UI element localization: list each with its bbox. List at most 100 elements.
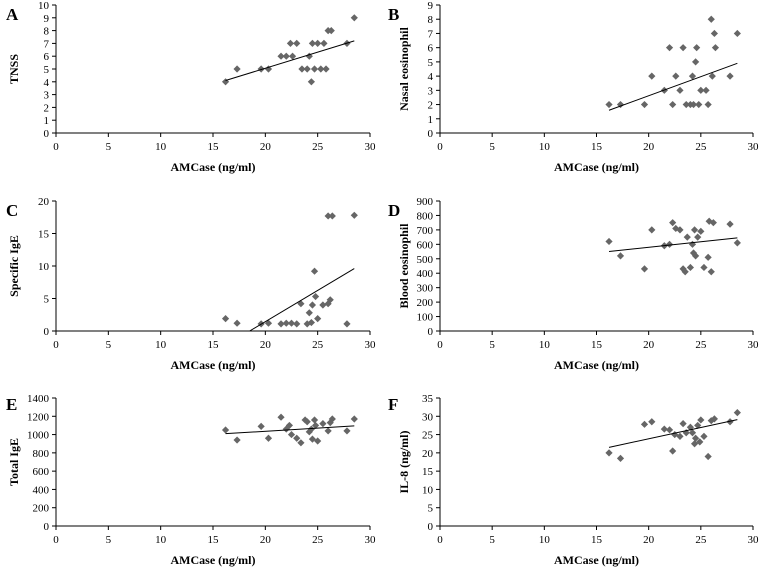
data-point [672,72,680,80]
data-point [707,268,715,276]
y-tick-label: 15 [422,466,434,478]
y-tick-label: 200 [417,297,434,309]
y-tick-label: 15 [38,229,50,241]
data-point [307,425,315,433]
data-point [298,65,306,73]
data-point [679,420,687,428]
data-point [679,265,687,273]
y-tick-label: 6 [428,43,434,55]
data-point [688,429,697,437]
data-point [277,413,285,421]
data-point [693,44,701,52]
data-point [679,44,687,52]
x-axis-title: AMCase (ng/ml) [171,553,256,567]
x-tick-label: 20 [260,141,272,153]
y-tick-label: 3 [44,90,50,102]
data-point [726,220,734,228]
y-tick-label: 4 [428,71,434,83]
data-point [324,212,332,220]
x-tick-label: 25 [312,534,324,546]
data-point [676,86,684,94]
y-axis-title: TNSS [7,54,21,84]
data-point [310,416,319,424]
x-tick-label: 5 [489,534,495,546]
data-point [301,416,309,424]
data-point [605,100,613,109]
x-tick-label: 30 [748,141,760,153]
trend-line [608,419,738,448]
data-point [285,421,294,430]
data-point [328,212,336,220]
data-point [303,320,311,328]
data-point [307,78,315,86]
data-point [665,44,674,52]
x-tick-label: 25 [695,141,707,153]
data-point [311,292,320,301]
x-tick-label: 20 [643,339,655,351]
data-point [682,429,690,437]
trend-line [249,268,355,332]
x-tick-label: 10 [155,141,167,153]
data-point [303,65,311,73]
data-point [343,320,351,328]
data-point [689,100,698,109]
data-point [694,233,702,241]
data-point [726,418,734,426]
data-point [683,233,691,241]
y-tick-label: 9 [428,0,434,12]
y-tick-label: 600 [33,466,50,478]
data-point [277,320,285,328]
data-point [303,418,311,426]
panel-letter: F [388,395,398,414]
data-point [710,29,718,38]
x-tick-label: 20 [643,141,655,153]
data-point [616,454,625,462]
data-point [282,319,290,327]
y-tick-label: 9 [44,13,50,25]
x-axis-title: AMCase (ng/ml) [554,160,639,174]
data-point [640,420,649,428]
data-point [690,226,699,234]
data-point [350,415,358,423]
y-tick-label: 7 [44,38,50,50]
data-point [328,415,336,423]
data-point [676,432,684,440]
y-tick-label: 8 [428,14,434,26]
data-point [665,426,674,434]
data-point [648,418,656,426]
y-axis-title: Specific IgE [7,235,21,297]
x-tick-label: 25 [312,339,324,351]
x-tick-label: 10 [155,339,167,351]
y-tick-label: 20 [422,448,434,460]
data-point [697,227,705,235]
data-point [308,435,317,443]
y-tick-label: 700 [417,225,434,237]
data-point [681,268,689,276]
y-tick-label: 2 [44,102,50,114]
data-point [669,100,677,109]
x-tick-label: 20 [260,534,272,546]
x-tick-label: 15 [591,339,603,351]
data-point [648,72,656,80]
data-point [640,265,649,273]
y-tick-label: 0 [428,326,434,338]
data-point [233,65,241,73]
y-tick-label: 200 [33,503,50,515]
y-tick-label: 2 [428,100,434,112]
panel-e: E 0 200 400 600 800 1000 1200 1400 0 5 10 15 20 25 30 AM… [6,393,376,567]
data-point [314,39,322,47]
x-tick-label: 30 [365,534,377,546]
x-tick-label: 30 [365,339,377,351]
x-tick-label: 10 [539,141,551,153]
panel-b: B 0 1 2 3 4 5 6 7 8 9 0 5 10 15 20 25 30 AMCase (ng/ml) Nas… [388,0,759,174]
y-tick-label: 1200 [27,411,50,423]
y-tick-label: 5 [428,57,434,69]
data-point [707,15,715,23]
x-tick-label: 5 [106,141,112,153]
data-point [286,39,295,47]
x-axis-title: AMCase (ng/ml) [171,160,256,174]
data-point [640,100,649,109]
y-tick-label: 6 [44,51,50,63]
data-point [319,420,327,428]
